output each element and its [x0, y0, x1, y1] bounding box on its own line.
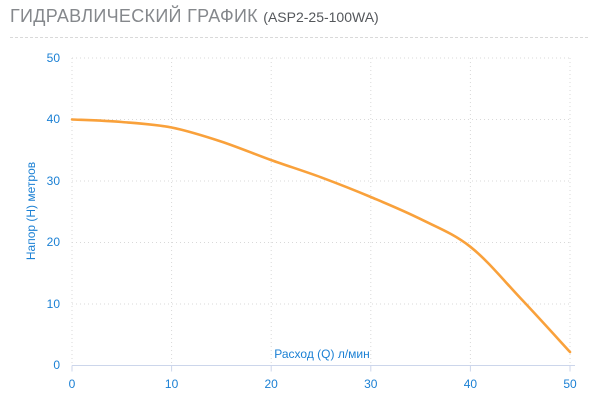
page-title-model: (ASP2-25-100WA) — [263, 9, 379, 25]
title-separator-dashed-line — [10, 37, 588, 38]
y-tick-label: 10 — [46, 296, 60, 311]
y-tick-label: 50 — [46, 50, 60, 65]
y-tick-label: 40 — [46, 112, 60, 126]
x-tick-label: 20 — [264, 377, 278, 391]
x-tick-label: 30 — [364, 377, 378, 391]
x-tick-label: 40 — [463, 377, 478, 391]
x-tick-label: 10 — [164, 377, 179, 391]
chart-header: ГИДРАВЛИЧЕСКИЙ ГРАФИК (ASP2-25-100WA) — [10, 6, 590, 27]
x-tick-label: 50 — [563, 377, 577, 391]
y-tick-label: 30 — [46, 173, 60, 188]
page-title-main: ГИДРАВЛИЧЕСКИЙ ГРАФИК — [10, 6, 258, 26]
pump-curve — [70, 118, 572, 354]
x-axis-title: Расход (Q) л/мин — [274, 347, 370, 361]
y-tick-label: 0 — [53, 358, 60, 372]
y-tick-label: 20 — [46, 235, 60, 249]
page-title: ГИДРАВЛИЧЕСКИЙ ГРАФИК (ASP2-25-100WA) — [10, 6, 590, 27]
x-tick-label: 0 — [68, 377, 76, 391]
